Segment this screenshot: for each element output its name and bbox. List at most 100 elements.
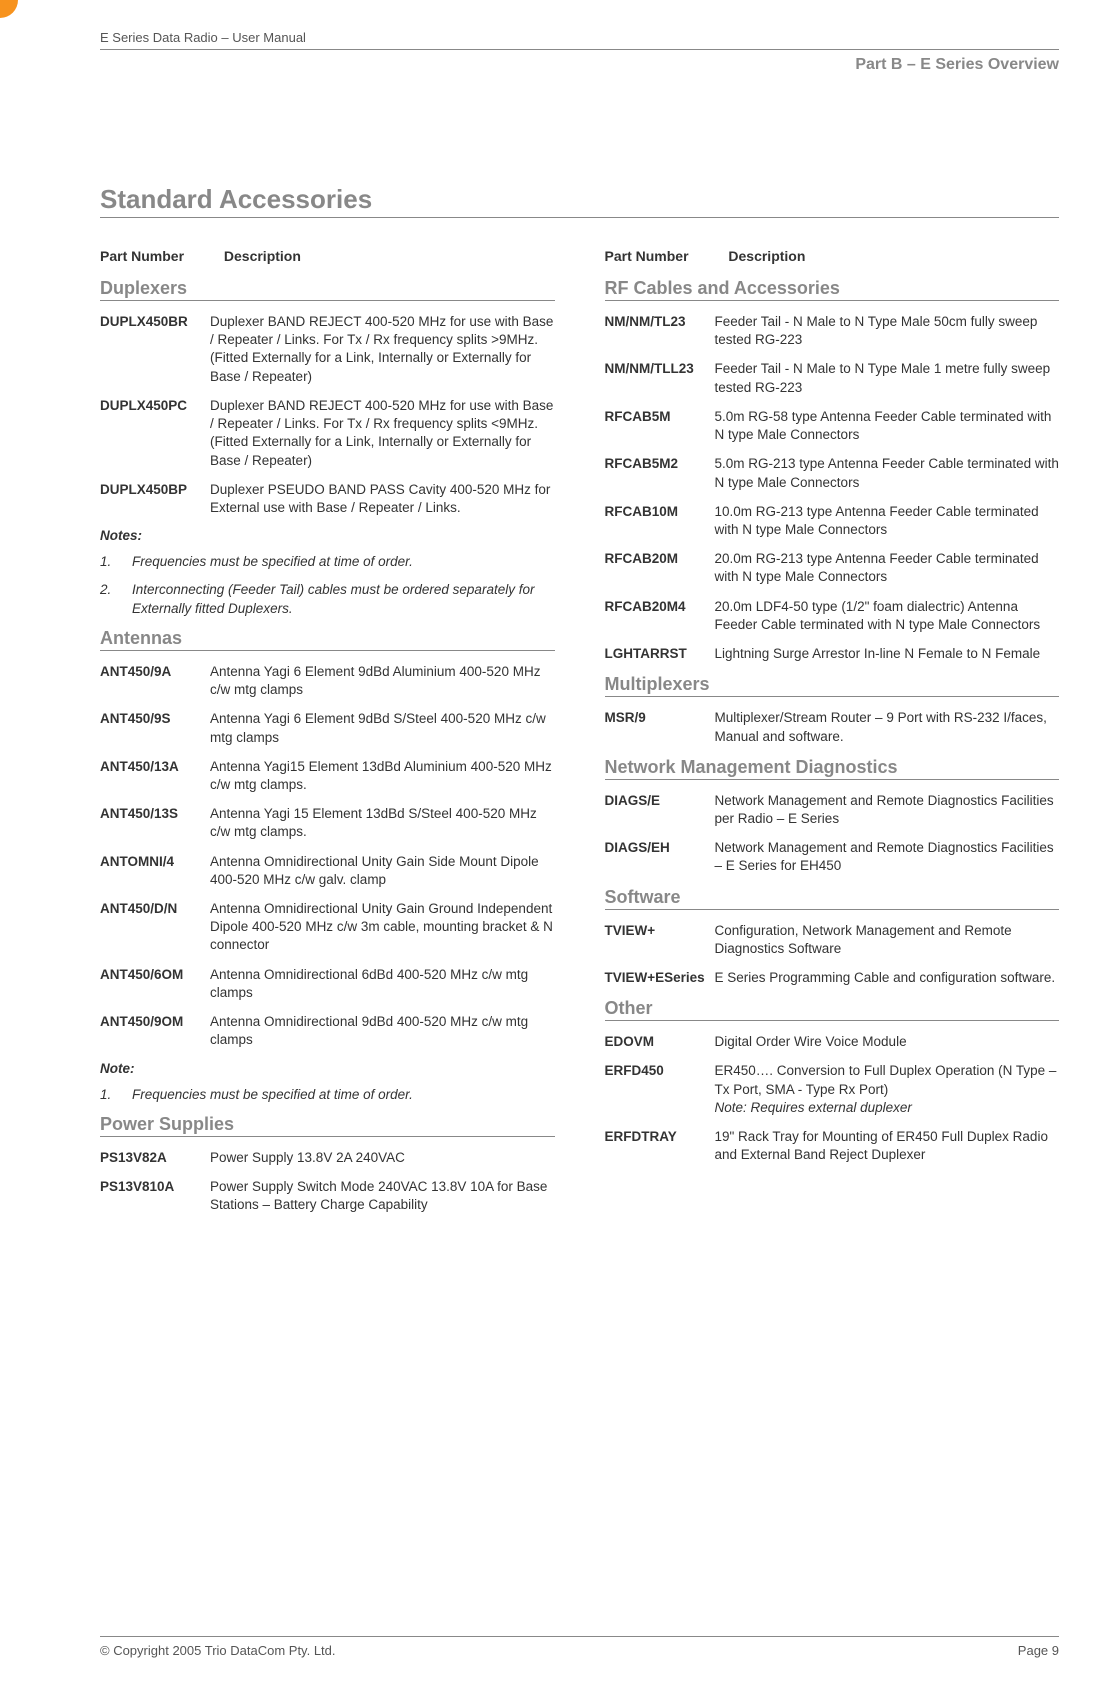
item-row: TVIEW+Configuration, Network Management … xyxy=(605,922,1060,958)
item-row: ERFDTRAY19" Rack Tray for Mounting of ER… xyxy=(605,1128,1060,1164)
item-row: TVIEW+ESeriesE Series Programming Cable … xyxy=(605,969,1060,987)
software-list: TVIEW+Configuration, Network Management … xyxy=(605,922,1060,988)
column-header-right: Part Number Description xyxy=(605,248,1060,264)
part-number: RFCAB10M xyxy=(605,503,715,539)
note-text: Interconnecting (Feeder Tail) cables mus… xyxy=(132,581,555,617)
item-row: RFCAB20M20.0m RG-213 type Antenna Feeder… xyxy=(605,550,1060,586)
other-list: EDOVMDigital Order Wire Voice Module ERFD… xyxy=(605,1033,1060,1164)
description: 20.0m RG-213 type Antenna Feeder Cable t… xyxy=(715,550,1060,586)
description: Multiplexer/Stream Router – 9 Port with … xyxy=(715,709,1060,745)
part-number: NM/NM/TL23 xyxy=(605,313,715,349)
heading-mux: Multiplexers xyxy=(605,674,1060,697)
item-row: ANT450/13SAntenna Yagi 15 Element 13dBd … xyxy=(100,805,555,841)
item-row: ANT450/D/NAntenna Omnidirectional Unity … xyxy=(100,900,555,955)
description: Duplexer BAND REJECT 400-520 MHz for use… xyxy=(210,313,555,386)
item-row: ANT450/9SAntenna Yagi 6 Element 9dBd S/S… xyxy=(100,710,555,746)
duplexers-list: DUPLX450BRDuplexer BAND REJECT 400-520 M… xyxy=(100,313,555,517)
description: Feeder Tail - N Male to N Type Male 50cm… xyxy=(715,313,1060,349)
heading-diag: Network Management Diagnostics xyxy=(605,757,1060,780)
part-number: ANT450/6OM xyxy=(100,966,210,1002)
header-part-number: Part Number xyxy=(605,248,725,264)
header-description: Description xyxy=(728,248,805,264)
part-title: Part B – E Series Overview xyxy=(100,56,1059,74)
description: ER450…. Conversion to Full Duplex Operat… xyxy=(715,1062,1060,1117)
rf-list: NM/NM/TL23Feeder Tail - N Male to N Type… xyxy=(605,313,1060,663)
item-row: NM/NM/TL23Feeder Tail - N Male to N Type… xyxy=(605,313,1060,349)
item-row: DIAGS/ENetwork Management and Remote Dia… xyxy=(605,792,1060,828)
description: 10.0m RG-213 type Antenna Feeder Cable t… xyxy=(715,503,1060,539)
duplexers-notes-label: Notes: xyxy=(100,528,555,543)
description: Duplexer PSEUDO BAND PASS Cavity 400-520… xyxy=(210,481,555,517)
antennas-list: ANT450/9AAntenna Yagi 6 Element 9dBd Alu… xyxy=(100,663,555,1050)
item-row: NM/NM/TLL23Feeder Tail - N Male to N Typ… xyxy=(605,360,1060,396)
description: Antenna Yagi 15 Element 13dBd S/Steel 40… xyxy=(210,805,555,841)
description: Network Management and Remote Diagnostic… xyxy=(715,839,1060,875)
item-row: PS13V810APower Supply Switch Mode 240VAC… xyxy=(100,1178,555,1214)
part-number: ANT450/13S xyxy=(100,805,210,841)
power-list: PS13V82APower Supply 13.8V 2A 240VACPS13… xyxy=(100,1149,555,1215)
part-number: ERFD450 xyxy=(605,1062,715,1117)
description: 5.0m RG-213 type Antenna Feeder Cable te… xyxy=(715,455,1060,491)
description: Network Management and Remote Diagnostic… xyxy=(715,792,1060,828)
item-row: RFCAB5M25.0m RG-213 type Antenna Feeder … xyxy=(605,455,1060,491)
header-description: Description xyxy=(224,248,301,264)
item-row: ANT450/6OMAntenna Omnidirectional 6dBd 4… xyxy=(100,966,555,1002)
main-heading: Standard Accessories xyxy=(100,184,1059,218)
description: Antenna Yagi 6 Element 9dBd Aluminium 40… xyxy=(210,663,555,699)
item-row: DUPLX450BPDuplexer PSEUDO BAND PASS Cavi… xyxy=(100,481,555,517)
item-row: RFCAB10M10.0m RG-213 type Antenna Feeder… xyxy=(605,503,1060,539)
part-number: ANT450/9A xyxy=(100,663,210,699)
part-number: RFCAB20M xyxy=(605,550,715,586)
description: Digital Order Wire Voice Module xyxy=(715,1033,1060,1051)
description: 5.0m RG-58 type Antenna Feeder Cable ter… xyxy=(715,408,1060,444)
part-number: PS13V82A xyxy=(100,1149,210,1167)
antennas-notes-label: Note: xyxy=(100,1061,555,1076)
antennas-notes: 1.Frequencies must be specified at time … xyxy=(100,1086,555,1104)
part-number: LGHTARRST xyxy=(605,645,715,663)
description: Lightning Surge Arrestor In-line N Femal… xyxy=(715,645,1060,663)
doc-title: E Series Data Radio – User Manual xyxy=(100,30,1059,50)
page-tab xyxy=(0,0,18,18)
description: Power Supply Switch Mode 240VAC 13.8V 10… xyxy=(210,1178,555,1214)
item-row: LGHTARRSTLightning Surge Arrestor In-lin… xyxy=(605,645,1060,663)
item-row: ANT450/13AAntenna Yagi15 Element 13dBd A… xyxy=(100,758,555,794)
note-text: Frequencies must be specified at time of… xyxy=(132,553,555,571)
description: 20.0m LDF4-50 type (1/2" foam dialectric… xyxy=(715,598,1060,634)
description: Antenna Omnidirectional 9dBd 400-520 MHz… xyxy=(210,1013,555,1049)
description: Antenna Yagi 6 Element 9dBd S/Steel 400-… xyxy=(210,710,555,746)
part-number: NM/NM/TLL23 xyxy=(605,360,715,396)
item-row: ANT450/9AAntenna Yagi 6 Element 9dBd Alu… xyxy=(100,663,555,699)
part-number: PS13V810A xyxy=(100,1178,210,1214)
description: Feeder Tail - N Male to N Type Male 1 me… xyxy=(715,360,1060,396)
item-row: DIAGS/EHNetwork Management and Remote Di… xyxy=(605,839,1060,875)
heading-duplexers: Duplexers xyxy=(100,278,555,301)
heading-power: Power Supplies xyxy=(100,1114,555,1137)
footer-page: Page 9 xyxy=(1018,1643,1059,1658)
part-number: ANT450/13A xyxy=(100,758,210,794)
item-row: ANT450/9OMAntenna Omnidirectional 9dBd 4… xyxy=(100,1013,555,1049)
part-number: DIAGS/EH xyxy=(605,839,715,875)
part-number: RFCAB20M4 xyxy=(605,598,715,634)
part-number: ANT450/D/N xyxy=(100,900,210,955)
part-number: DIAGS/E xyxy=(605,792,715,828)
note-text: Frequencies must be specified at time of… xyxy=(132,1086,555,1104)
part-number: DUPLX450BP xyxy=(100,481,210,517)
item-row: RFCAB5M5.0m RG-58 type Antenna Feeder Ca… xyxy=(605,408,1060,444)
description: Configuration, Network Management and Re… xyxy=(715,922,1060,958)
item-row: DUPLX450BRDuplexer BAND REJECT 400-520 M… xyxy=(100,313,555,386)
part-number: TVIEW+ xyxy=(605,922,715,958)
note-row: 2.Interconnecting (Feeder Tail) cables m… xyxy=(100,581,555,617)
part-number: RFCAB5M2 xyxy=(605,455,715,491)
item-row: EDOVMDigital Order Wire Voice Module xyxy=(605,1033,1060,1051)
description: Antenna Omnidirectional Unity Gain Groun… xyxy=(210,900,555,955)
item-row: PS13V82APower Supply 13.8V 2A 240VAC xyxy=(100,1149,555,1167)
note-row: 1.Frequencies must be specified at time … xyxy=(100,1086,555,1104)
description: Antenna Yagi15 Element 13dBd Aluminium 4… xyxy=(210,758,555,794)
header-part-number: Part Number xyxy=(100,248,220,264)
diag-list: DIAGS/ENetwork Management and Remote Dia… xyxy=(605,792,1060,876)
footer: © Copyright 2005 Trio DataCom Pty. Ltd. … xyxy=(100,1636,1059,1658)
description: E Series Programming Cable and configura… xyxy=(715,969,1060,987)
part-number: RFCAB5M xyxy=(605,408,715,444)
note-row: 1.Frequencies must be specified at time … xyxy=(100,553,555,571)
part-number: MSR/9 xyxy=(605,709,715,745)
